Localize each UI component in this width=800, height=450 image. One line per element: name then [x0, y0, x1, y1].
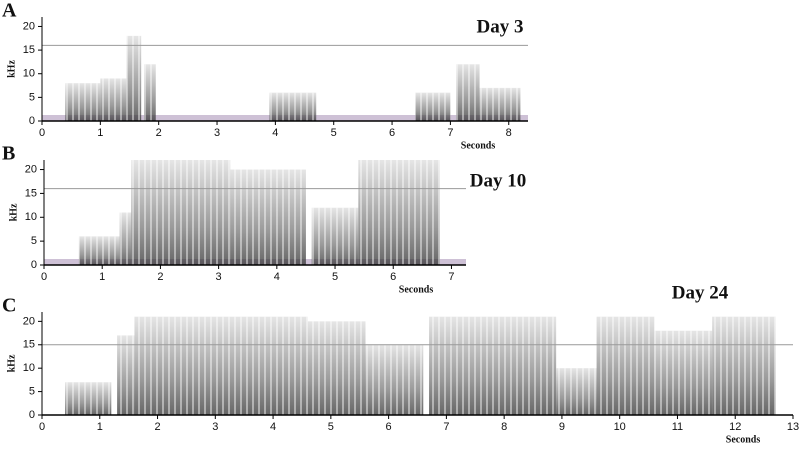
- x-tick-label: 1: [97, 127, 103, 139]
- syllable-texture: [230, 169, 306, 265]
- syllable-texture: [556, 368, 597, 415]
- y-tick-label: 5: [29, 385, 35, 397]
- x-tick-label: 0: [41, 271, 47, 283]
- y-tick-label: 20: [23, 315, 35, 327]
- panel-label: A: [2, 0, 17, 22]
- syllable-texture: [134, 316, 308, 415]
- syllable-texture: [365, 344, 424, 415]
- y-tick-label: 10: [23, 68, 35, 80]
- x-tick-label: 2: [156, 127, 162, 139]
- y-tick-label: 10: [23, 362, 35, 374]
- y-axis-label: kHz: [6, 60, 17, 78]
- x-tick-label: 3: [214, 127, 220, 139]
- y-tick-label: 0: [29, 115, 35, 127]
- syllable-texture: [429, 316, 557, 415]
- y-tick-label: 15: [23, 339, 35, 351]
- panel-label: B: [2, 143, 15, 165]
- syllable-texture: [456, 64, 480, 121]
- y-tick-label: 0: [29, 409, 35, 421]
- syllable-texture: [65, 382, 112, 415]
- panel-title: Day 24: [672, 282, 729, 303]
- x-axis-label: Seconds: [726, 434, 761, 445]
- syllable-texture: [117, 335, 135, 415]
- syllable-texture: [415, 92, 451, 121]
- x-tick-label: 13: [787, 421, 799, 433]
- x-tick-label: 4: [270, 421, 276, 433]
- x-tick-label: 2: [157, 271, 163, 283]
- syllable-texture: [126, 35, 142, 122]
- syllable-texture: [307, 321, 366, 415]
- y-tick-label: 20: [23, 20, 35, 32]
- x-tick-label: 6: [386, 421, 392, 433]
- x-tick-label: 6: [390, 271, 396, 283]
- syllable-texture: [100, 78, 127, 121]
- x-tick-label: 9: [559, 421, 565, 433]
- x-tick-label: 4: [272, 127, 278, 139]
- x-tick-label: 1: [99, 271, 105, 283]
- syllable-texture: [311, 207, 359, 265]
- x-tick-label: 2: [154, 421, 160, 433]
- y-tick-label: 20: [25, 163, 37, 175]
- panel-title: Day 3: [477, 16, 524, 37]
- y-tick-label: 15: [23, 44, 35, 56]
- x-tick-label: 7: [448, 271, 454, 283]
- y-axis-label: kHz: [8, 203, 19, 221]
- x-tick-label: 3: [212, 421, 218, 433]
- syllable-texture: [65, 83, 101, 121]
- x-tick-label: 11: [672, 421, 683, 433]
- syllable-texture: [144, 64, 156, 121]
- x-tick-label: 10: [614, 421, 626, 433]
- x-tick-label: 7: [447, 127, 453, 139]
- x-tick-label: 0: [39, 421, 45, 433]
- y-axis-label: kHz: [6, 354, 17, 372]
- syllable-texture: [119, 212, 132, 265]
- x-axis-label: Seconds: [461, 140, 496, 151]
- syllable-texture: [596, 316, 655, 415]
- syllable-texture: [479, 87, 521, 121]
- x-tick-label: 8: [506, 127, 512, 139]
- x-tick-label: 5: [332, 271, 338, 283]
- x-tick-label: 6: [389, 127, 395, 139]
- y-tick-label: 0: [31, 259, 37, 271]
- syllable-texture: [131, 160, 231, 265]
- x-tick-label: 1: [97, 421, 103, 433]
- syllable-texture: [712, 316, 776, 415]
- y-tick-label: 15: [25, 187, 37, 199]
- x-tick-label: 0: [39, 127, 45, 139]
- syllable-texture: [269, 92, 317, 121]
- x-tick-label: 5: [331, 127, 337, 139]
- panel-title: Day 10: [470, 170, 526, 191]
- syllable-texture: [78, 236, 120, 265]
- y-tick-label: 5: [29, 91, 35, 103]
- syllable-texture: [358, 160, 440, 265]
- x-tick-label: 12: [729, 421, 741, 433]
- syllable-texture: [654, 330, 713, 415]
- x-tick-label: 7: [443, 421, 449, 433]
- y-tick-label: 5: [31, 235, 37, 247]
- x-tick-label: 5: [328, 421, 334, 433]
- x-axis-label: Seconds: [399, 284, 434, 295]
- x-tick-label: 8: [501, 421, 507, 433]
- y-tick-label: 10: [25, 211, 37, 223]
- x-tick-label: 4: [274, 271, 280, 283]
- x-tick-label: 3: [216, 271, 222, 283]
- panel-label: C: [2, 295, 16, 317]
